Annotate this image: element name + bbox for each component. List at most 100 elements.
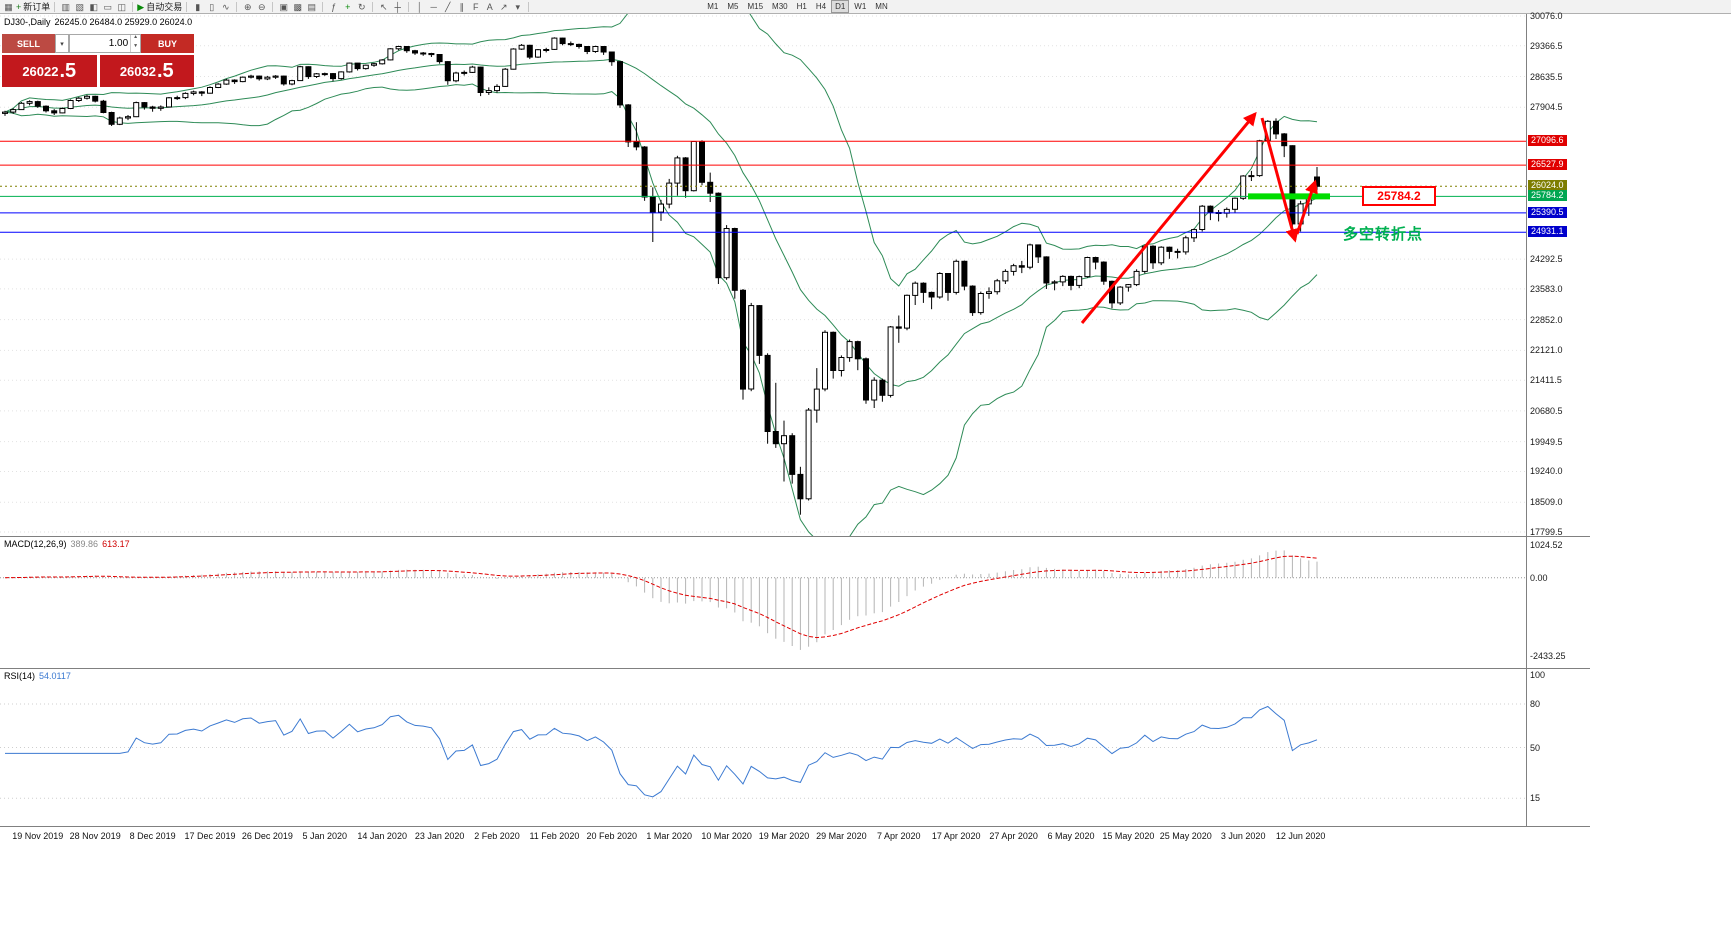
toolbar-separator bbox=[272, 1, 274, 12]
buy-button[interactable]: BUY bbox=[141, 34, 194, 53]
turning-point-text: 多空转折点 bbox=[1343, 226, 1424, 243]
macd-label: MACD(12,26,9) 389.86 613.17 bbox=[4, 539, 130, 549]
ohlc-values: 26245.0 26484.0 25929.0 26024.0 bbox=[54, 17, 193, 27]
arrange-windows-icon[interactable]: ▤ bbox=[307, 1, 316, 12]
vertical-line-icon[interactable]: │ bbox=[416, 1, 423, 12]
volume-up-icon[interactable]: ▲ bbox=[133, 34, 139, 40]
rsi-axis[interactable]: 100 80 50 15 bbox=[1526, 669, 1591, 826]
time-axis-label: 19 Nov 2019 bbox=[12, 831, 64, 841]
timeframe-m5[interactable]: M5 bbox=[727, 2, 739, 11]
zoom-out-icon[interactable]: ⊖ bbox=[257, 1, 266, 12]
price-axis-label: 28635.5 bbox=[1530, 71, 1563, 82]
time-axis-label: 2 Feb 2020 bbox=[474, 831, 520, 841]
shapes-dropdown-icon[interactable]: ▾ bbox=[515, 1, 520, 12]
timeframe-m1[interactable]: M1 bbox=[707, 2, 719, 11]
time-axis-label: 17 Dec 2019 bbox=[184, 831, 236, 841]
cascade-windows-icon[interactable]: ▩ bbox=[293, 1, 302, 12]
toolbar-separator bbox=[408, 1, 410, 12]
buy-price-display[interactable]: 26032.5 bbox=[99, 55, 194, 87]
bar-chart-icon[interactable]: ▮ bbox=[195, 1, 201, 12]
main-chart[interactable] bbox=[0, 14, 1526, 536]
macd-panel[interactable] bbox=[0, 537, 1526, 668]
price-axis-label: 23583.0 bbox=[1530, 283, 1563, 294]
order-type-dropdown[interactable]: ▾ bbox=[55, 34, 69, 53]
horizontal-line-icon[interactable]: ─ bbox=[430, 1, 437, 12]
sell-button[interactable]: SELL bbox=[2, 34, 55, 53]
time-axis-label: 8 Dec 2019 bbox=[129, 831, 176, 841]
panel-separator[interactable] bbox=[0, 536, 1590, 537]
price-axis-label: 20680.5 bbox=[1530, 405, 1563, 416]
data-window-icon[interactable]: ▧ bbox=[75, 1, 85, 12]
text-label-icon[interactable]: A bbox=[486, 1, 493, 12]
auto-trading-button[interactable]: ▶ 自动交易 bbox=[137, 1, 183, 12]
time-axis-label: 5 Jan 2020 bbox=[302, 831, 348, 841]
timeframe-h1[interactable]: H1 bbox=[796, 2, 807, 11]
price-axis-label: 18509.0 bbox=[1530, 497, 1563, 508]
navigator-icon[interactable]: ◧ bbox=[89, 1, 99, 12]
trendline-icon[interactable]: ╱ bbox=[445, 1, 451, 12]
fibonacci-icon[interactable]: F bbox=[472, 1, 479, 12]
time-axis-label: 15 May 2020 bbox=[1102, 831, 1155, 841]
timeframe-m30[interactable]: M30 bbox=[772, 2, 788, 11]
zoom-in-icon[interactable]: ⊕ bbox=[243, 1, 252, 12]
price-axis-label: 29366.5 bbox=[1530, 40, 1563, 51]
macd-axis[interactable]: 1024.52 0.00 -2433.25 bbox=[1526, 537, 1591, 668]
chart-title: DJ30-,Daily 26245.0 26484.0 25929.0 26024… bbox=[4, 17, 192, 27]
refresh-icon[interactable]: ↻ bbox=[357, 1, 366, 12]
price-axis-label: 24292.5 bbox=[1530, 254, 1563, 265]
rsi-panel[interactable] bbox=[0, 669, 1526, 826]
price-axis-label: 30076.0 bbox=[1530, 11, 1563, 21]
indicators-icon[interactable]: ƒ bbox=[331, 1, 337, 12]
timeframe-mn[interactable]: MN bbox=[875, 2, 888, 11]
macd-axis-label: 0.00 bbox=[1530, 572, 1548, 583]
charts-dropdown-icon[interactable]: ▦ bbox=[4, 1, 13, 12]
timeframe-w1[interactable]: W1 bbox=[854, 2, 867, 11]
volume-down-icon[interactable]: ▼ bbox=[133, 42, 139, 49]
rsi-axis-label: 80 bbox=[1530, 699, 1541, 709]
price-tag: 26527.9 bbox=[1528, 159, 1567, 171]
toolbar-separator bbox=[132, 1, 134, 12]
add-indicator-icon[interactable]: + bbox=[345, 1, 351, 12]
time-axis-label: 29 Mar 2020 bbox=[816, 831, 867, 841]
market-watch-icon[interactable]: ▥ bbox=[61, 1, 71, 12]
toolbar-separator bbox=[528, 1, 530, 12]
volume-input[interactable] bbox=[70, 35, 131, 52]
price-level-note: 25784.2 bbox=[1362, 186, 1436, 206]
time-axis-label: 27 Apr 2020 bbox=[989, 831, 1038, 841]
time-axis-label: 17 Apr 2020 bbox=[931, 831, 981, 841]
cursor-icon[interactable]: ↖ bbox=[379, 1, 388, 12]
time-axis[interactable]: 19 Nov 2019 28 Nov 2019 8 Dec 2019 17 Dec 2… bbox=[0, 827, 1590, 845]
candlestick-chart-icon[interactable]: ▯ bbox=[209, 1, 215, 12]
price-axis-label: 27904.5 bbox=[1530, 102, 1563, 113]
time-axis-label: 28 Nov 2019 bbox=[69, 831, 121, 841]
toolbar-separator bbox=[322, 1, 324, 12]
toolbar: ▦ + 新订单 ▥ ▧ ◧ ▭ ◫ ▶ 自动交易 ▮ ▯ ∿ ⊕ ⊖ ▣ ▩ ▤ ƒ + ↻ ↖ ┼ │ ─ ╱ ∥ F A ↗ ▾ M1 M5… bbox=[0, 0, 1731, 14]
line-chart-icon[interactable]: ∿ bbox=[221, 1, 230, 12]
price-axis-label: 21411.5 bbox=[1530, 375, 1562, 386]
price-tag: 24931.1 bbox=[1528, 226, 1567, 238]
time-axis-label: 19 Mar 2020 bbox=[758, 831, 810, 841]
channel-icon[interactable]: ∥ bbox=[459, 1, 464, 12]
timeframe-h4[interactable]: H4 bbox=[815, 2, 827, 11]
macd-axis-label: -2433.25 bbox=[1530, 651, 1566, 662]
strategy-tester-icon[interactable]: ◫ bbox=[117, 1, 127, 12]
symbol-period-label: DJ30-,Daily bbox=[4, 17, 51, 27]
arrow-tool-icon[interactable]: ↗ bbox=[499, 1, 508, 12]
rsi-axis-label: 15 bbox=[1530, 793, 1541, 804]
new-order-button[interactable]: + 新订单 bbox=[16, 1, 51, 12]
time-axis-label: 25 May 2020 bbox=[1159, 831, 1212, 841]
sell-price-display[interactable]: 26022.5 bbox=[2, 55, 97, 87]
timeframe-d1[interactable]: D1 bbox=[831, 0, 850, 13]
tile-windows-icon[interactable]: ▣ bbox=[279, 1, 288, 12]
price-axis[interactable]: 30076.0 29366.5 28635.5 27904.5 24292.5 23583… bbox=[1526, 11, 1591, 537]
price-axis-label: 19240.0 bbox=[1530, 466, 1563, 477]
one-click-trading-panel: SELL ▾ ▲ ▼ BUY 26022.5 26032.5 bbox=[2, 34, 194, 87]
timeframe-m15[interactable]: M15 bbox=[747, 2, 764, 11]
panel-separator[interactable] bbox=[0, 668, 1590, 669]
price-tag: 25784.2 bbox=[1528, 190, 1567, 202]
terminal-icon[interactable]: ▭ bbox=[103, 1, 113, 12]
time-axis-label: 20 Feb 2020 bbox=[586, 831, 638, 841]
crosshair-icon[interactable]: ┼ bbox=[394, 1, 401, 12]
rsi-axis-label: 100 bbox=[1530, 670, 1546, 680]
